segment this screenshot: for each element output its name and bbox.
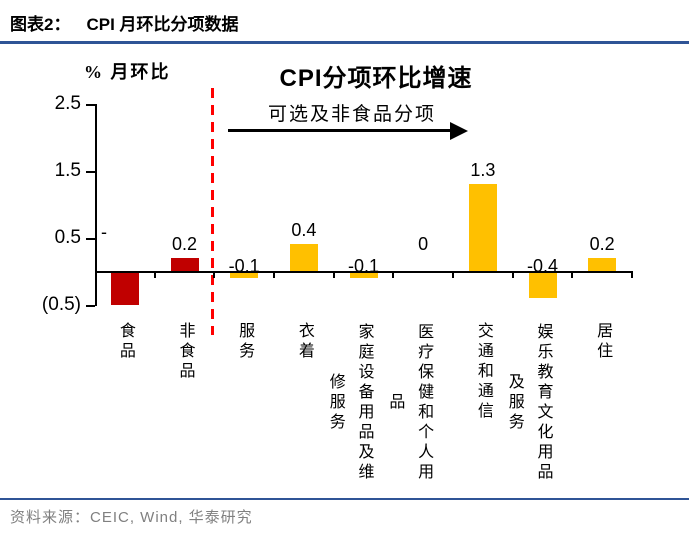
value-label: 0.2 xyxy=(171,233,198,254)
value-label: 0.4 xyxy=(291,220,317,241)
x-tick xyxy=(571,271,574,278)
figure-header: 图表2： CPI 月环比分项数据 xyxy=(10,10,239,35)
bar-3 xyxy=(289,244,318,271)
annotation-text: 可选及非食品分项 xyxy=(267,104,436,125)
category-label: 交通和通信 xyxy=(474,322,492,422)
source-note: 资料来源：CEIC, Wind, 华泰研究 xyxy=(10,509,253,526)
category-label: 娱乐教育文化用品及服务 xyxy=(505,323,552,483)
category-label: 医疗保健和个人用品 xyxy=(386,323,433,483)
figure-number: 图表2： xyxy=(10,15,71,34)
bar-4 xyxy=(349,273,378,278)
y-tick-label: 0.5 xyxy=(54,226,81,248)
x-tick xyxy=(273,271,275,278)
category-label: 非食品 xyxy=(176,322,194,382)
x-tick xyxy=(631,271,633,278)
x-tick xyxy=(452,271,454,278)
y-tick xyxy=(86,103,95,106)
value-label: 0.2 xyxy=(589,233,615,254)
value-label: - xyxy=(101,222,107,242)
separator-dashed-line xyxy=(211,88,214,335)
y-tick-label: 1.5 xyxy=(54,159,81,181)
bar-7 xyxy=(528,273,557,298)
category-label: 居住 xyxy=(594,322,612,362)
y-tick-label: (0.5) xyxy=(41,293,81,315)
category-label: 衣着 xyxy=(295,322,313,362)
bar-1 xyxy=(170,257,199,271)
footer-rule xyxy=(0,498,689,500)
bar-6 xyxy=(468,183,497,271)
value-label: -0.4 xyxy=(526,256,559,276)
x-tick xyxy=(332,271,335,278)
category-label: 食品 xyxy=(116,322,134,362)
figure-title: CPI 月环比分项数据 xyxy=(86,15,239,34)
value-label: 1.3 xyxy=(470,159,496,180)
chart-title: CPI分项环比增速 xyxy=(279,65,473,92)
bar-0 xyxy=(110,273,139,305)
x-tick xyxy=(213,271,216,278)
x-axis-line xyxy=(95,271,632,273)
x-tick xyxy=(392,271,395,278)
y-tick xyxy=(86,237,95,240)
y-tick-label: 2.5 xyxy=(54,92,81,114)
y-tick xyxy=(86,170,95,173)
header-rule xyxy=(0,41,689,44)
y-axis-title: % 月环比 xyxy=(84,62,171,82)
value-label: -0.1 xyxy=(347,256,380,276)
y-axis-line xyxy=(95,104,97,306)
category-label: 家庭设备用品及维修服务 xyxy=(326,323,373,483)
category-label: 服务 xyxy=(236,322,254,362)
x-tick xyxy=(153,271,156,278)
x-tick xyxy=(511,271,514,278)
arrow-right-icon xyxy=(450,122,468,140)
bar-2 xyxy=(230,273,259,278)
annotation-arrow-line xyxy=(228,129,452,132)
value-label: -0.1 xyxy=(228,256,260,276)
bar-8 xyxy=(588,257,617,271)
value-label: 0 xyxy=(418,234,429,254)
y-tick xyxy=(86,304,95,307)
